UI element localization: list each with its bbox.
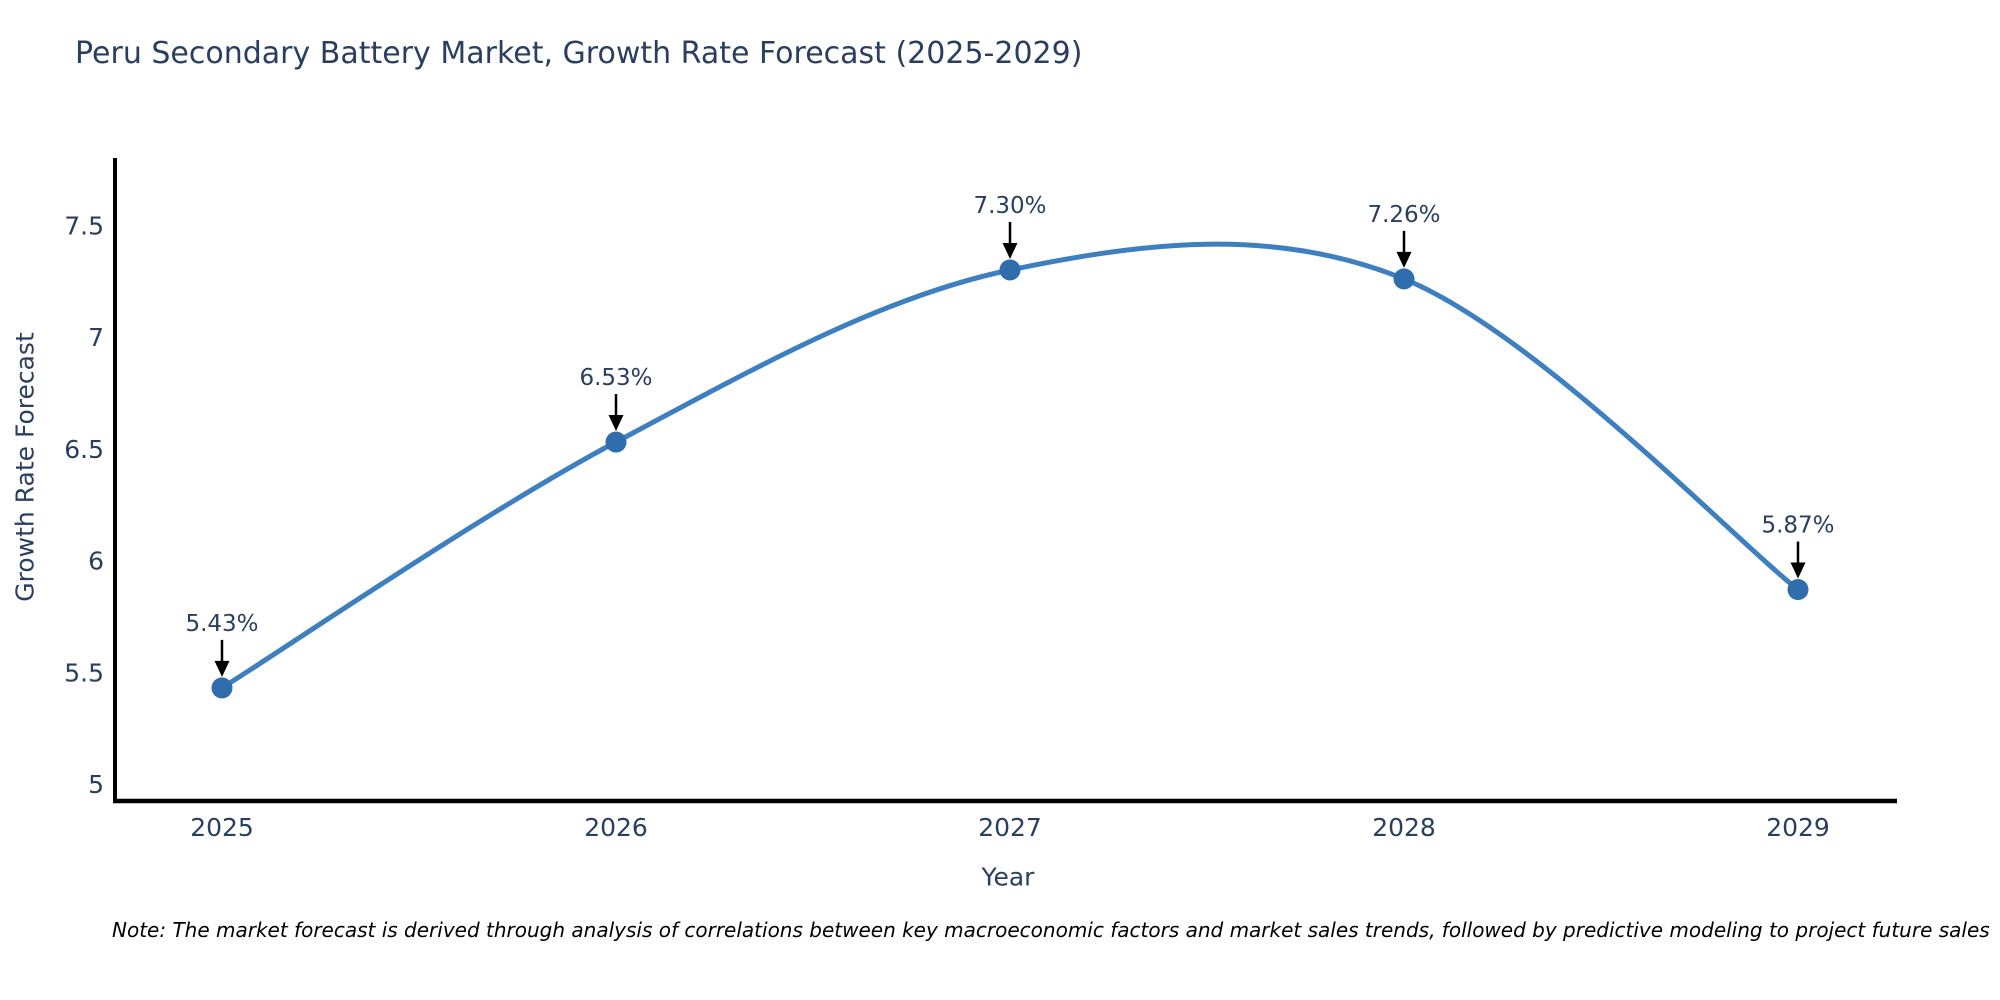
footnote: Note: The market forecast is derived thr…: [112, 918, 1990, 942]
y-tick-label: 6: [88, 547, 104, 576]
data-point-2025[interactable]: [211, 677, 233, 699]
forecast-line: [219, 241, 1801, 691]
point-value-label: 7.30%: [973, 193, 1046, 219]
annotation-arrowhead: [1790, 562, 1806, 579]
y-tick-label: 5.5: [64, 658, 104, 687]
data-point-2029[interactable]: [1787, 579, 1809, 601]
data-point-2026[interactable]: [605, 431, 627, 453]
y-axis-title: Growth Rate Forecast: [10, 332, 40, 602]
x-tick-label: 2027: [978, 813, 1042, 842]
point-value-label: 6.53%: [579, 365, 652, 391]
annotation-arrowhead: [1002, 242, 1018, 259]
point-value-label: 7.26%: [1367, 202, 1440, 228]
point-value-label: 5.43%: [185, 611, 258, 637]
y-tick-label: 5: [88, 770, 104, 799]
point-value-label: 5.87%: [1761, 513, 1834, 539]
chart-title: Peru Secondary Battery Market, Growth Ra…: [75, 36, 1083, 71]
x-axis-title: Year: [981, 862, 1035, 892]
x-tick-label: 2028: [1372, 813, 1436, 842]
annotation-arrowhead: [608, 415, 624, 432]
x-tick-label: 2026: [584, 813, 648, 842]
x-tick-label: 2025: [190, 813, 254, 842]
y-tick-label: 6.5: [64, 435, 104, 464]
data-point-2027[interactable]: [999, 259, 1021, 281]
x-tick-label: 2029: [1766, 813, 1830, 842]
data-point-2028[interactable]: [1393, 268, 1415, 290]
annotation-arrowhead: [214, 660, 230, 677]
annotation-arrowhead: [1396, 251, 1412, 268]
y-tick-label: 7.5: [64, 211, 104, 240]
y-tick-label: 7: [88, 323, 104, 352]
